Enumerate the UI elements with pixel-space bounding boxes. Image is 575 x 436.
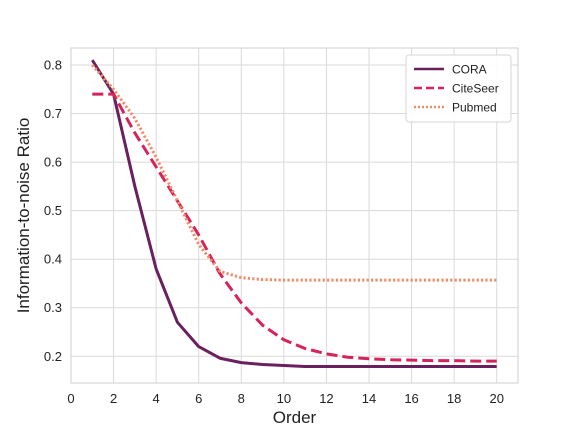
x-tick-label: 18 bbox=[447, 391, 461, 406]
y-axis-label: Information-to-noise Ratio bbox=[14, 118, 33, 314]
series-layer bbox=[91, 59, 497, 368]
y-tick-label: 0.6 bbox=[44, 155, 62, 170]
series-line-cora bbox=[91, 59, 497, 368]
y-tick-label: 0.7 bbox=[44, 106, 62, 121]
y-tick-label: 0.4 bbox=[44, 252, 62, 267]
x-tick-label: 6 bbox=[195, 391, 202, 406]
x-tick-label: 12 bbox=[319, 391, 333, 406]
legend-label-cora: CORA bbox=[452, 63, 487, 77]
y-tick-label: 0.2 bbox=[44, 349, 62, 364]
x-axis-label: Order bbox=[273, 408, 317, 427]
x-tick-label: 8 bbox=[238, 391, 245, 406]
legend-label-citeseer: CiteSeer bbox=[452, 82, 499, 96]
x-tick-label: 20 bbox=[489, 391, 503, 406]
x-tick-label: 4 bbox=[153, 391, 160, 406]
legend-label-pubmed: Pubmed bbox=[452, 101, 497, 115]
x-tick-label: 16 bbox=[404, 391, 418, 406]
tick-layer: 0 2 4 6 8 10 12 14 16 18 20 0.2 0.3 0.4 0.5 0.6 0.7 0.8 bbox=[44, 57, 504, 406]
y-tick-label: 0.3 bbox=[44, 300, 62, 315]
x-tick-label: 10 bbox=[277, 391, 291, 406]
legend-box bbox=[405, 54, 512, 123]
x-tick-label: 0 bbox=[67, 391, 74, 406]
series-line-pubmed bbox=[91, 64, 497, 282]
x-tick-label: 2 bbox=[110, 391, 117, 406]
y-tick-label: 0.5 bbox=[44, 203, 62, 218]
plot-frame bbox=[70, 47, 519, 384]
legend: CORA CiteSeer Pubmed bbox=[405, 54, 512, 123]
x-tick-label: 14 bbox=[362, 391, 376, 406]
y-tick-label: 0.8 bbox=[44, 57, 62, 72]
series-line-citeseer bbox=[92, 92, 497, 363]
